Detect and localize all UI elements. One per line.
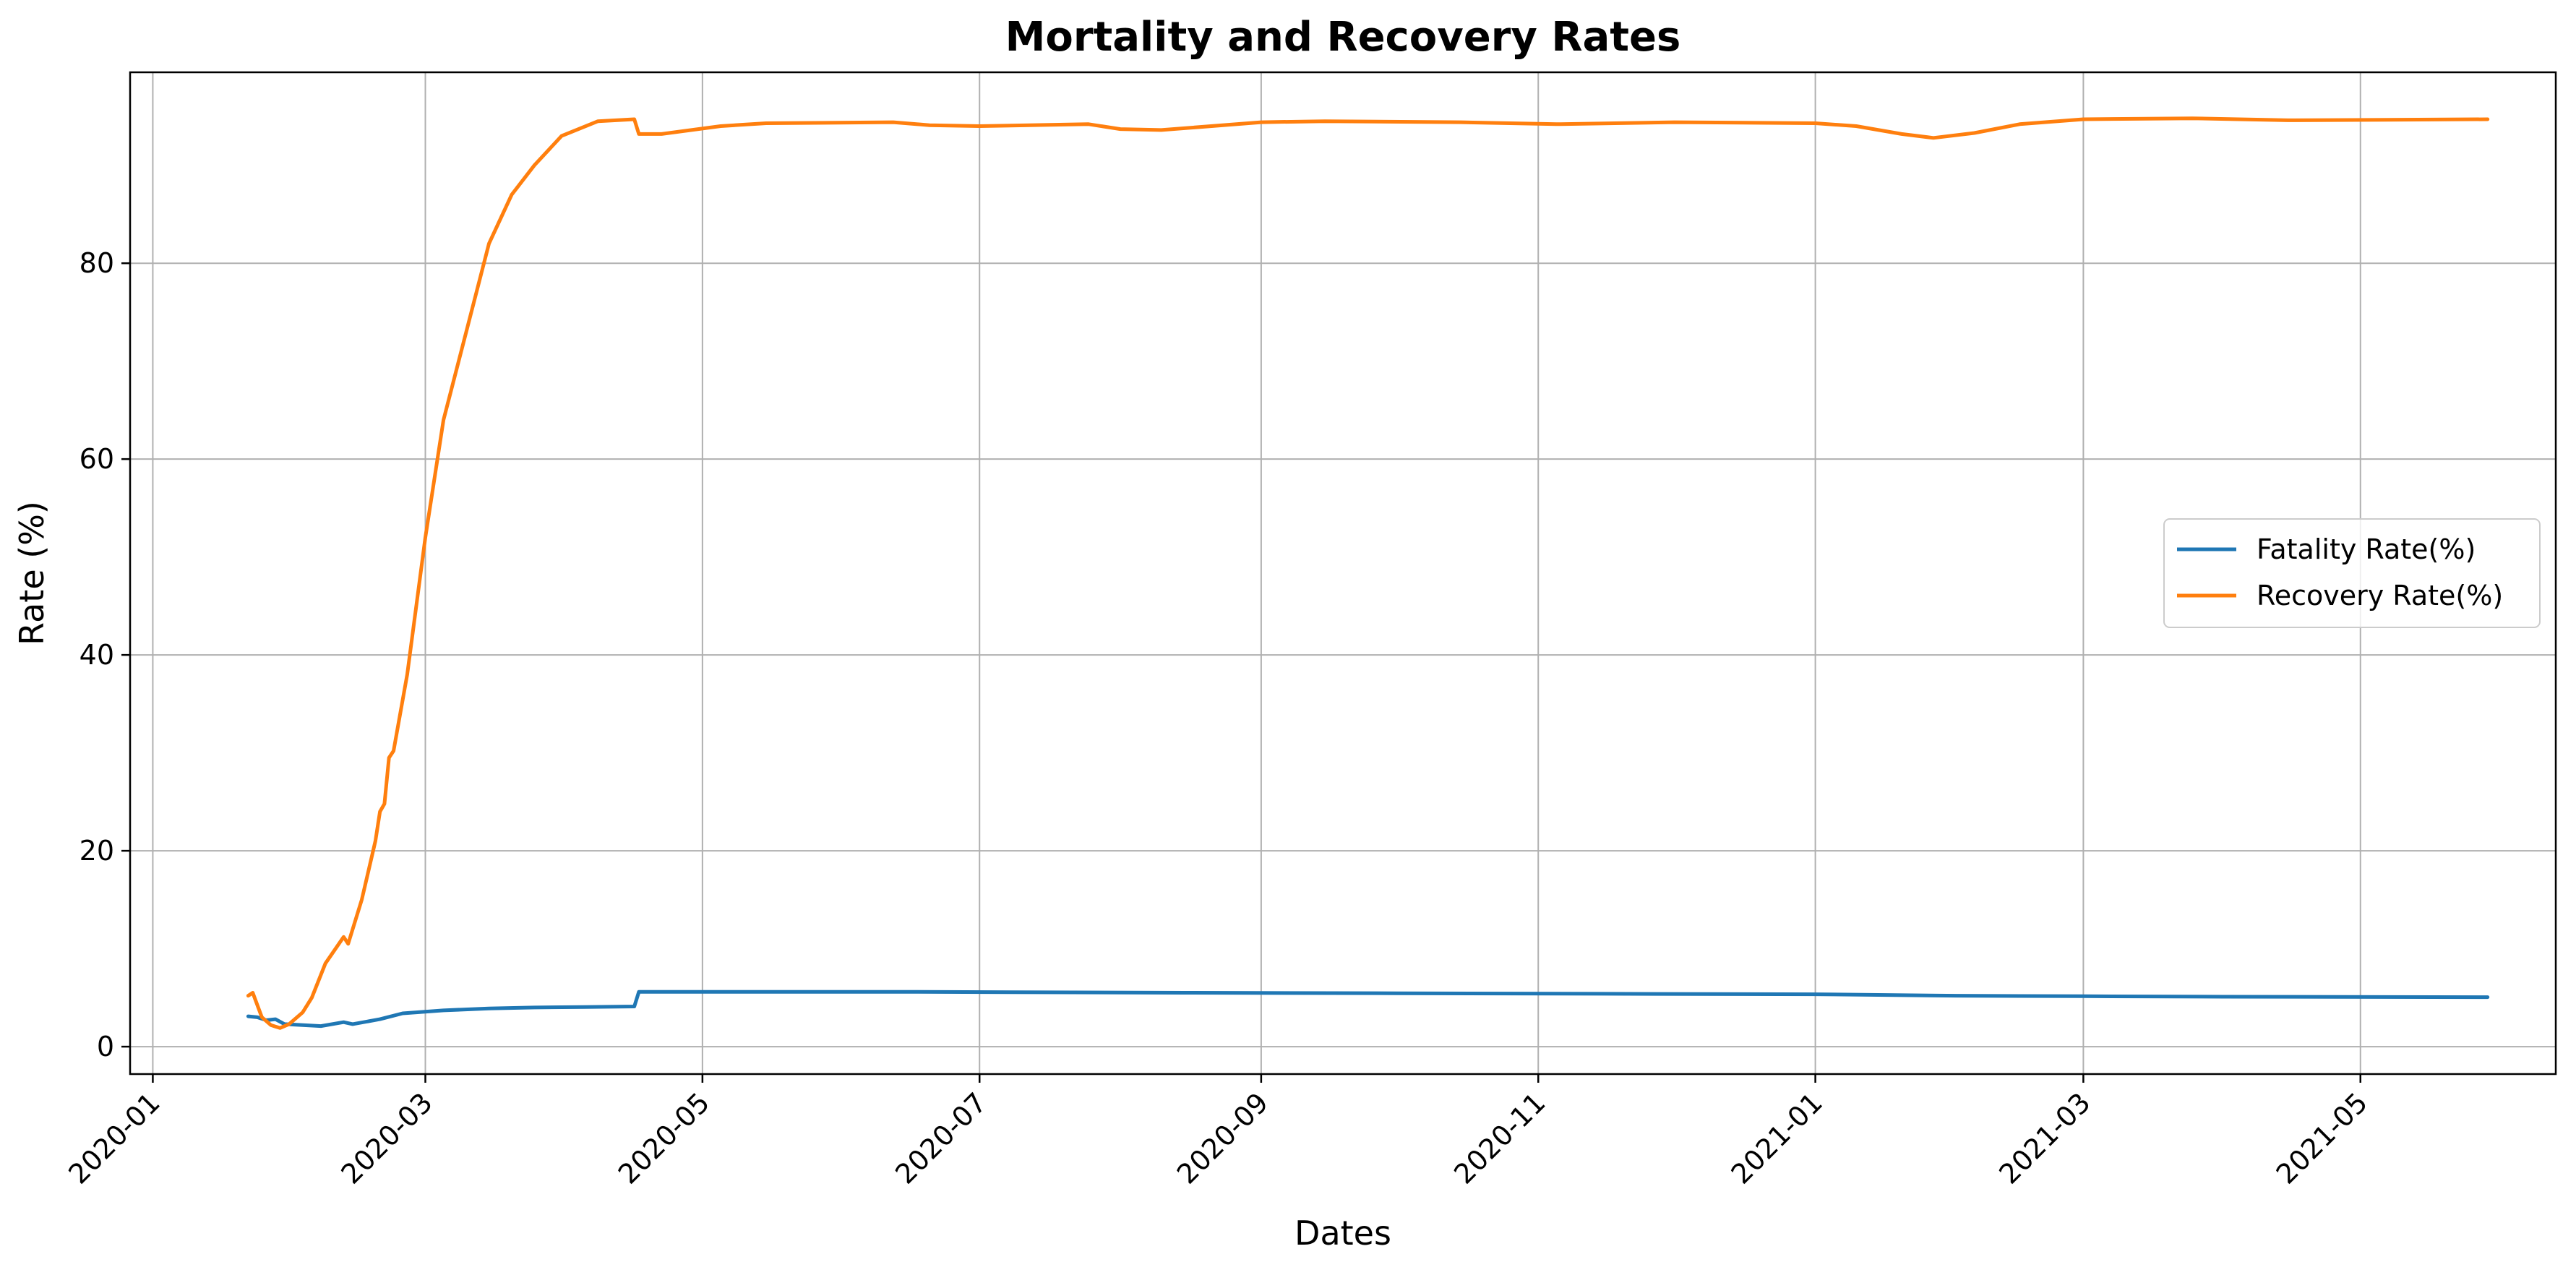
y-tick-label: 80 <box>80 247 114 279</box>
y-axis: 0 20 40 60 80 <box>80 247 130 1062</box>
x-axis-label: Dates <box>1295 1214 1391 1253</box>
y-axis-label: Rate (%) <box>12 501 51 645</box>
chart-title: Mortality and Recovery Rates <box>1005 14 1681 61</box>
legend-box <box>2163 518 2541 628</box>
y-tick-label: 60 <box>80 443 114 475</box>
y-tick-label: 0 <box>97 1031 114 1062</box>
series-line-0 <box>246 989 2490 1029</box>
plot-frame <box>129 71 2557 1076</box>
y-tick-label: 40 <box>80 639 114 671</box>
legend: Fatality Rate(%) Recovery Rate(%) <box>2163 518 2541 628</box>
grid <box>130 72 2556 1074</box>
series-layer <box>246 116 2490 1030</box>
legend-label-recovery: Recovery Rate(%) <box>2257 580 2503 611</box>
series-line-1 <box>246 116 2490 1030</box>
y-tick-label: 20 <box>80 835 114 867</box>
legend-label-fatality: Fatality Rate(%) <box>2257 533 2476 565</box>
